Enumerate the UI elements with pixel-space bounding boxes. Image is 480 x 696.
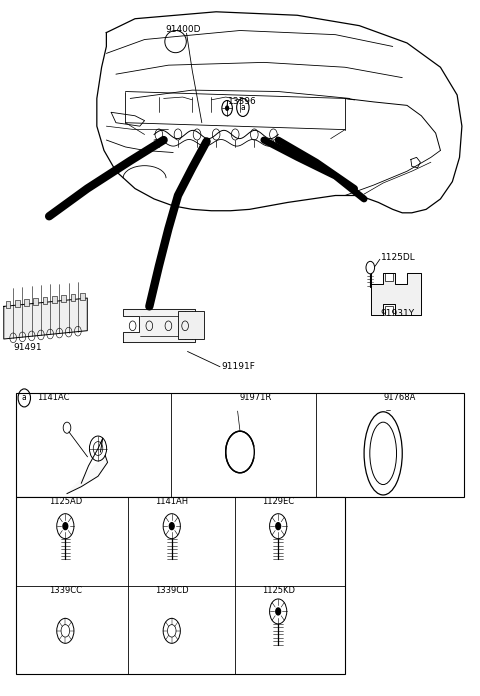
- Bar: [15, 300, 20, 307]
- Bar: [178, 311, 204, 339]
- Circle shape: [276, 523, 281, 530]
- Circle shape: [276, 608, 281, 615]
- Circle shape: [226, 106, 228, 110]
- Polygon shape: [67, 455, 108, 493]
- Text: 1125KD: 1125KD: [262, 586, 295, 595]
- Bar: [43, 297, 48, 304]
- Circle shape: [169, 523, 174, 530]
- Text: 1339CC: 1339CC: [49, 586, 82, 595]
- Polygon shape: [371, 273, 421, 315]
- Text: 1339CD: 1339CD: [155, 586, 189, 595]
- Text: 91491: 91491: [13, 344, 42, 352]
- Text: a: a: [240, 103, 245, 112]
- Text: 91768A: 91768A: [383, 393, 416, 402]
- Text: 1125DL: 1125DL: [381, 253, 416, 262]
- Text: 91191F: 91191F: [221, 362, 255, 371]
- Circle shape: [63, 523, 68, 530]
- Bar: [34, 298, 38, 305]
- Polygon shape: [4, 298, 87, 339]
- Bar: [384, 306, 393, 315]
- Bar: [80, 293, 84, 300]
- Bar: [71, 294, 75, 301]
- Bar: [6, 301, 11, 308]
- Text: 1129EC: 1129EC: [262, 498, 294, 507]
- Text: 13396: 13396: [228, 97, 257, 106]
- Text: 91931Y: 91931Y: [381, 309, 415, 318]
- Bar: [24, 299, 29, 306]
- Text: 91971R: 91971R: [240, 393, 272, 402]
- Bar: [61, 295, 66, 302]
- Text: a: a: [22, 393, 27, 402]
- Bar: [384, 273, 393, 281]
- Polygon shape: [123, 309, 195, 342]
- Text: 1125AD: 1125AD: [48, 498, 82, 507]
- Text: 1141AH: 1141AH: [155, 498, 188, 507]
- Text: 91400D: 91400D: [165, 24, 201, 33]
- Bar: [16, 497, 345, 674]
- Text: 1141AC: 1141AC: [37, 393, 70, 402]
- Bar: [52, 296, 57, 303]
- Bar: [16, 393, 464, 497]
